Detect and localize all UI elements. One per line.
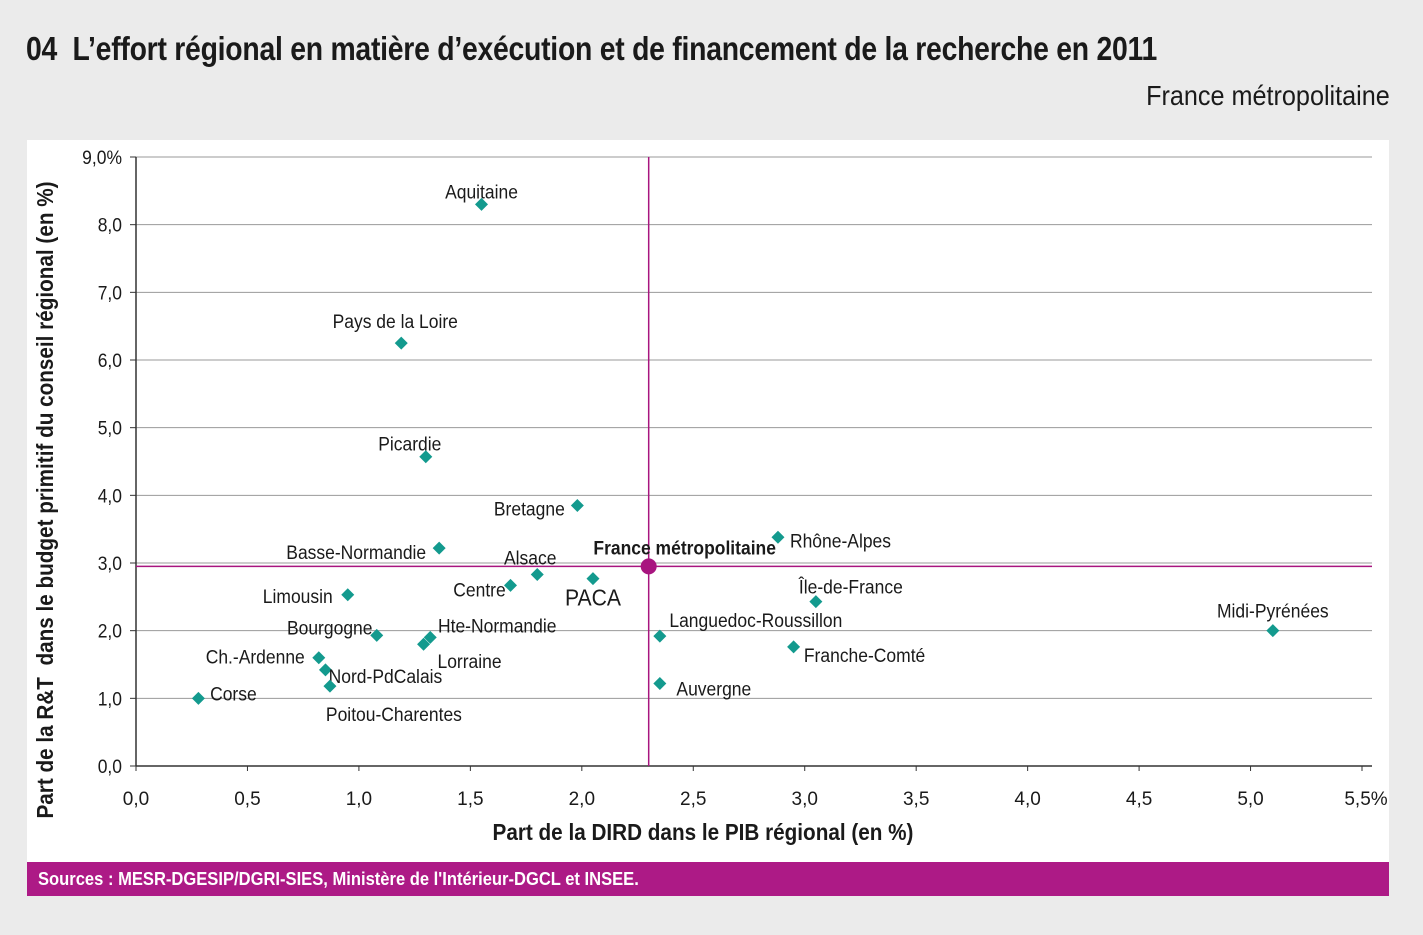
data-point (570, 498, 584, 512)
data-point (423, 630, 437, 644)
data-point (653, 629, 667, 643)
x-tick-label: 5,0 (1237, 789, 1263, 810)
data-label: Lorraine (437, 651, 501, 673)
figure-number: 04 (26, 30, 58, 67)
chart-panel (27, 140, 1389, 862)
data-label: Franche-Comté (804, 644, 925, 666)
data-point (1266, 624, 1280, 638)
data-point (419, 450, 433, 464)
y-axis-title: Part de la R&T dans le budget primitif d… (32, 181, 58, 818)
x-tick-label: 4,0 (1014, 789, 1040, 810)
data-point (586, 572, 600, 586)
data-point (771, 530, 785, 544)
data-label: Centre (453, 579, 505, 601)
data-point (475, 197, 489, 211)
data-label: Bourgogne (287, 617, 373, 639)
data-label: Île-de-France (798, 576, 903, 598)
data-point (318, 663, 332, 677)
data-label: Languedoc-Roussillon (669, 609, 842, 631)
x-tick-label: 4,5 (1126, 789, 1152, 810)
y-tick-label: 4,0 (98, 485, 122, 507)
data-label: Ch.-Ardenne (206, 646, 305, 668)
y-tick-label: 5,0 (98, 417, 122, 439)
reference-label: France métropolitaine (593, 537, 776, 559)
x-tick-label: 1,5 (457, 789, 483, 810)
data-point (809, 595, 823, 609)
x-tick-label: 3,5 (903, 789, 929, 810)
y-tick-label: 2,0 (98, 620, 122, 642)
data-label: Alsace (504, 547, 556, 569)
data-point (653, 676, 667, 690)
data-label: Picardie (378, 433, 441, 455)
data-label: Pays de la Loire (333, 310, 458, 332)
data-label: Aquitaine (445, 181, 518, 203)
data-label: Nord-PdCalais (329, 665, 443, 687)
sources-text: Sources : MESR-DGESIP/DGRI-SIES, Ministè… (38, 869, 639, 889)
data-label: Basse-Normandie (286, 541, 426, 563)
data-label: Bretagne (494, 498, 565, 520)
data-point (341, 588, 355, 602)
data-point (312, 651, 326, 665)
y-tick-label: 8,0 (98, 214, 122, 236)
y-tick-label: 9,0% (82, 146, 122, 168)
x-axis-title: Part de la DIRD dans le PIB régional (en… (493, 819, 914, 845)
x-tick-label: 2,5 (680, 789, 706, 810)
sources-bar: Sources : MESR-DGESIP/DGRI-SIES, Ministè… (27, 862, 1389, 896)
data-point (787, 640, 801, 654)
y-tick-label: 1,0 (98, 688, 122, 710)
data-label: Corse (210, 683, 257, 705)
data-label: Hte-Normandie (438, 615, 556, 637)
reference-point (640, 558, 657, 575)
data-point (370, 628, 384, 642)
data-point (432, 541, 446, 555)
data-point (394, 336, 408, 350)
data-point (323, 679, 337, 693)
x-tick-label: 5,5% (1344, 789, 1387, 810)
data-point (503, 578, 517, 592)
chart-title: 04 L’effort régional en matière d’exécuti… (26, 30, 1157, 68)
y-tick-label: 7,0 (98, 282, 122, 304)
data-label: Poitou-Charentes (326, 703, 462, 725)
figure-subtitle: France métropolitaine (1146, 80, 1390, 111)
data-point (191, 691, 205, 705)
y-tick-label: 3,0 (98, 552, 122, 574)
data-label: Limousin (263, 585, 333, 607)
data-label: Auvergne (676, 678, 751, 700)
y-tick-label: 6,0 (98, 349, 122, 371)
data-point (530, 568, 544, 582)
x-tick-label: 0,0 (123, 789, 149, 810)
x-tick-label: 3,0 (792, 789, 818, 810)
y-tick-label: 0,0 (98, 755, 122, 777)
x-tick-label: 2,0 (569, 789, 595, 810)
x-tick-label: 0,5 (234, 789, 260, 810)
data-label: PACA (565, 585, 621, 611)
x-tick-label: 1,0 (346, 789, 372, 810)
data-label: Midi-Pyrénées (1217, 600, 1329, 622)
data-point (417, 637, 431, 651)
figure-title: L’effort régional en matière d’exécution… (72, 30, 1158, 67)
data-label: Rhône-Alpes (790, 530, 891, 552)
